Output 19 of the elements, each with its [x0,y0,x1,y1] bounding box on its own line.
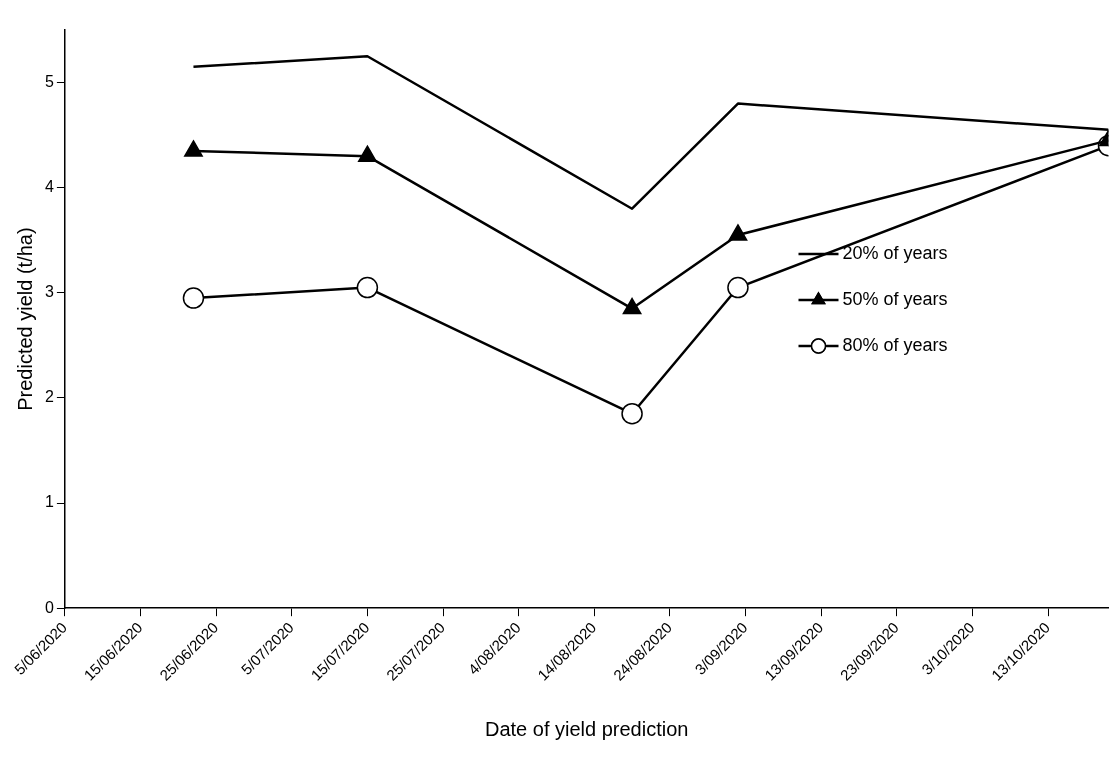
point [184,140,203,157]
x-axis-title: Date of yield prediction [484,717,689,740]
point [182,287,205,309]
point [727,276,749,299]
y-tick-label: 5 [44,72,54,90]
point [728,224,748,241]
point [357,145,377,162]
y-axis-title: Predicted yield (t/ha) [13,227,36,411]
y-tick-label: 4 [44,178,54,196]
y-tick-label: 1 [44,493,54,511]
legend-label: 80% of years [842,335,948,356]
point [621,402,643,425]
y-tick-label: 2 [44,388,54,406]
point [622,297,642,315]
point [356,276,379,299]
y-tick-label: 3 [44,283,54,301]
legend-label: 50% of years [842,289,948,310]
legend-label: 20% of years [842,243,948,264]
y-tick-label: 0 [44,598,54,616]
